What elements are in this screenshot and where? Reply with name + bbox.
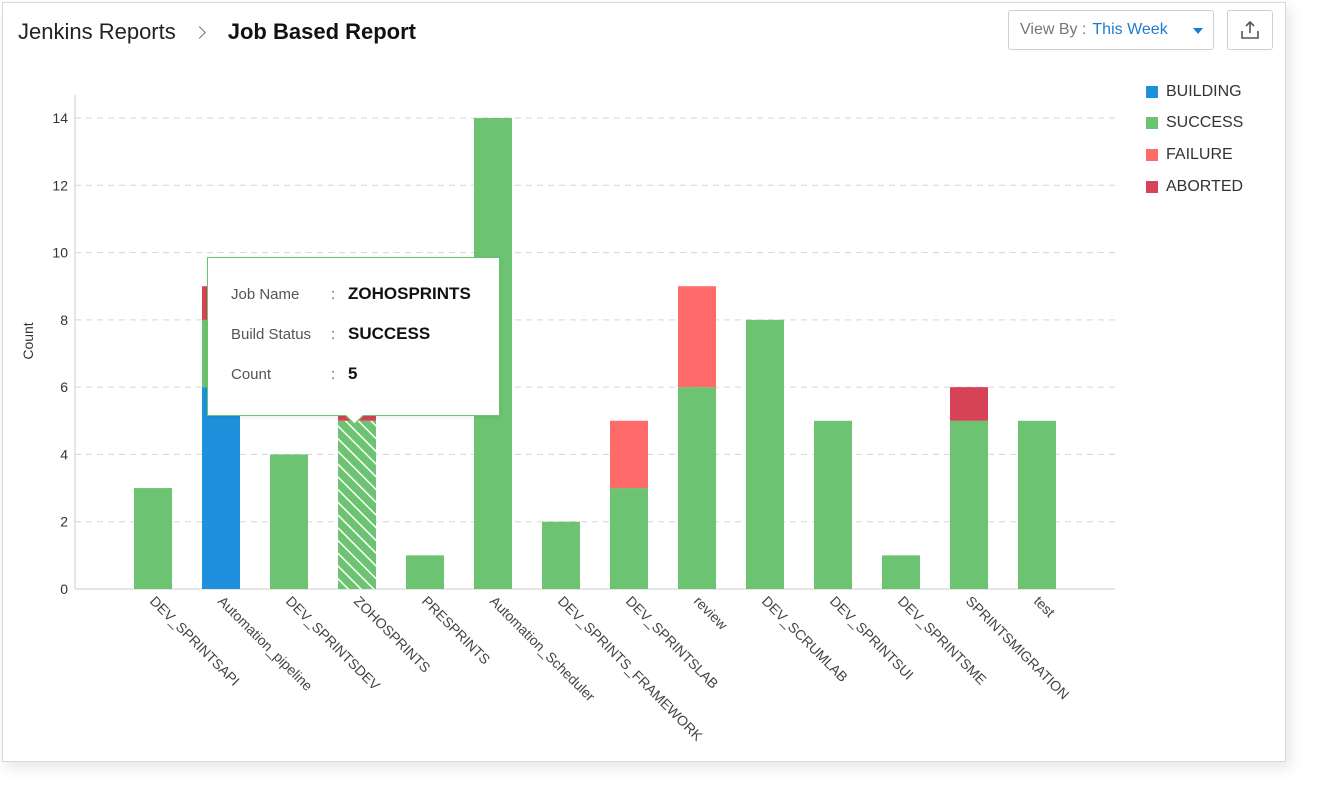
y-tick-label: 4 <box>60 446 68 462</box>
bar-segment-success[interactable] <box>746 319 784 589</box>
bar-segment-success[interactable] <box>678 387 716 589</box>
bar-segment-success[interactable] <box>406 555 444 589</box>
bar-segment-success[interactable] <box>950 420 988 589</box>
bar-segment-aborted[interactable] <box>950 387 988 421</box>
export-button[interactable] <box>1227 10 1273 50</box>
bar-segment-failure[interactable] <box>678 286 716 388</box>
tooltip-colon: : <box>331 365 336 383</box>
view-by-label: View By : <box>1020 21 1087 38</box>
tooltip-row: Job Name: ZOHOSPRINTS <box>231 274 499 314</box>
bar-segment-success[interactable] <box>270 454 308 589</box>
x-tick-label: review <box>691 593 732 634</box>
legend-swatch <box>1146 85 1158 98</box>
breadcrumb: Jenkins Reports Job Based Report <box>18 16 416 48</box>
tooltip-value: SUCCESS <box>348 324 431 343</box>
y-axis-title: Count <box>20 322 36 359</box>
legend-item-building[interactable]: BUILDING <box>1146 76 1243 108</box>
tooltip-key: Build Status <box>231 325 312 343</box>
x-tick-label: test <box>1031 593 1058 620</box>
tooltip-value: ZOHOSPRINTS <box>348 284 471 303</box>
export-icon <box>1241 20 1259 39</box>
x-tick-label: PRESPRINTS <box>419 593 494 668</box>
bar-segment-success[interactable] <box>542 521 580 589</box>
tooltip-key: Job Name <box>231 285 300 303</box>
bar-segment-success[interactable] <box>882 555 920 589</box>
bar-segment-success[interactable] <box>134 488 172 589</box>
tooltip-colon: : <box>331 325 336 343</box>
legend-item-failure[interactable]: FAILURE <box>1146 139 1243 171</box>
chevron-down-icon <box>1193 28 1203 34</box>
bar-segment-success[interactable] <box>1018 420 1056 589</box>
y-tick-label: 14 <box>52 110 68 126</box>
chart-tooltip: Job Name: ZOHOSPRINTS Build Status: SUCCESS… <box>207 257 500 416</box>
legend-label: SUCCESS <box>1166 114 1244 132</box>
tooltip-row: Count:5 <box>231 354 499 394</box>
bar-segment-building[interactable] <box>202 387 240 589</box>
tooltip-value: 5 <box>348 364 358 383</box>
tooltip-colon: : <box>331 285 336 303</box>
legend-item-success[interactable]: SUCCESS <box>1146 108 1243 140</box>
y-tick-label: 2 <box>60 514 68 530</box>
legend-label: ABORTED <box>1166 177 1244 195</box>
bar-segment-success[interactable] <box>814 420 852 589</box>
bar-segment-failure[interactable] <box>610 420 648 489</box>
legend-swatch <box>1146 117 1158 130</box>
page-title: Job Based Report <box>227 19 417 44</box>
x-tick-label: DEV_SPRINTS_FRAMEWORK <box>555 593 706 744</box>
y-tick-label: 0 <box>60 581 68 597</box>
legend-label: FAILURE <box>1166 145 1233 163</box>
legend-swatch <box>1146 180 1158 193</box>
legend-label: BUILDING <box>1166 82 1242 100</box>
legend-item-aborted[interactable]: ABORTED <box>1146 171 1243 203</box>
y-tick-label: 12 <box>52 177 68 193</box>
view-by-value: This Week <box>1092 21 1168 38</box>
y-tick-label: 8 <box>60 312 68 328</box>
tooltip-row: Build Status: SUCCESS <box>231 314 499 354</box>
tooltip-key: Count <box>231 365 272 383</box>
y-tick-label: 6 <box>60 379 68 395</box>
view-by-dropdown[interactable]: View By : This Week <box>1008 10 1214 50</box>
y-tick-label: 10 <box>52 245 68 261</box>
chart-legend: BUILDING SUCCESS FAILURE ABORTED <box>1146 76 1243 202</box>
bar-segment-success[interactable] <box>610 488 648 589</box>
breadcrumb-parent-link[interactable]: Jenkins Reports <box>18 19 176 44</box>
legend-swatch <box>1146 148 1158 161</box>
bar-segment-success[interactable] <box>338 420 376 589</box>
